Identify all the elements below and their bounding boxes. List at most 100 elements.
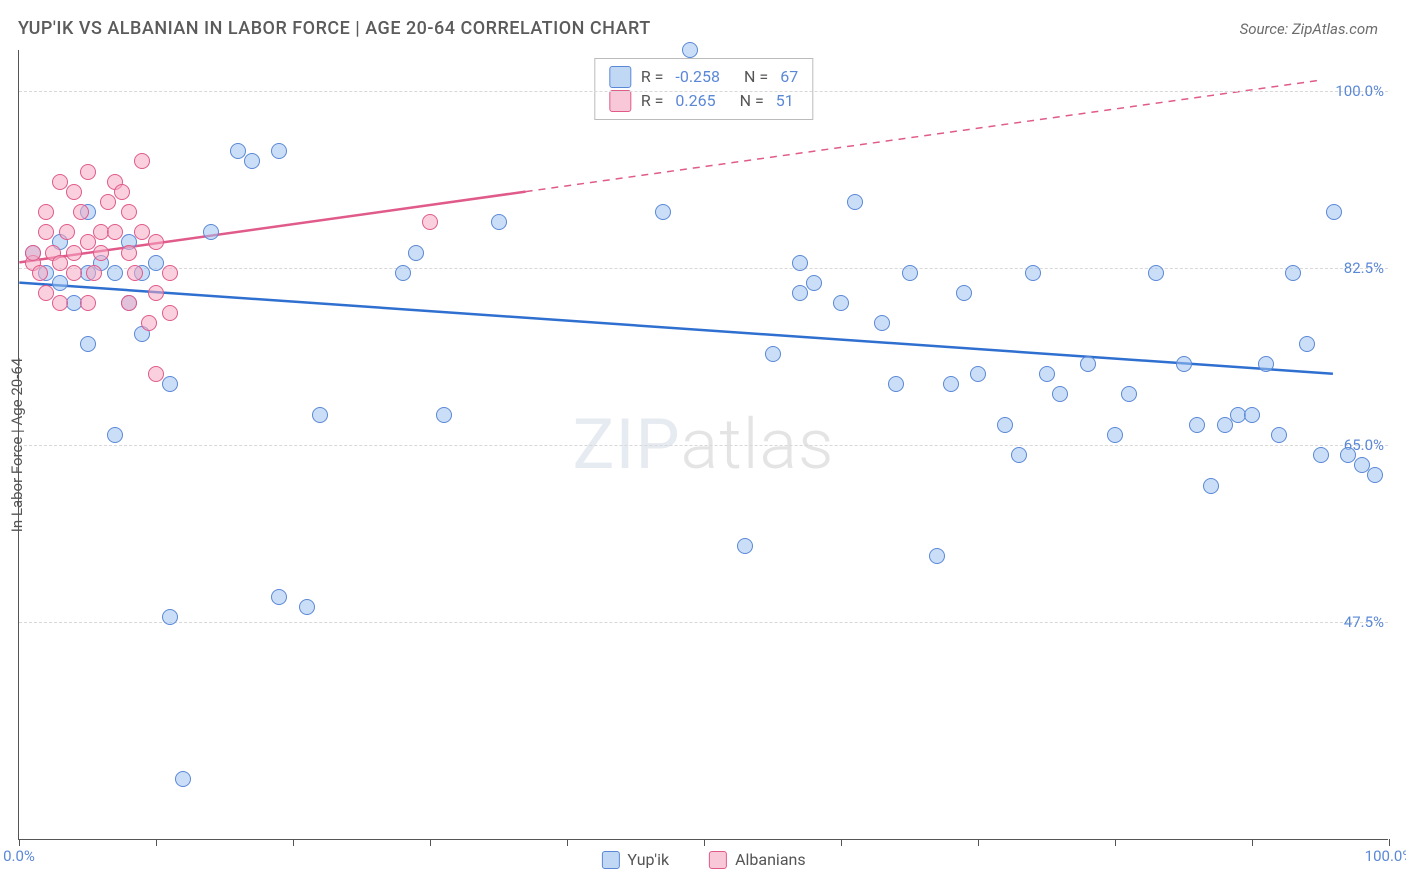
data-point [66,184,82,200]
series-label: Albanians [735,850,806,869]
x-tick [293,839,294,846]
data-point [25,245,41,261]
data-point [86,265,102,281]
legend-r-value: 0.265 [675,89,715,113]
x-tick [1389,839,1390,846]
data-point [1025,265,1041,281]
data-point [682,42,698,58]
data-point [162,376,178,392]
legend-swatch [609,66,631,88]
legend-swatch [601,851,619,869]
data-point [408,245,424,261]
gridline [19,622,1388,623]
data-point [1244,407,1260,423]
legend-row: R =-0.258N =67 [609,65,798,89]
data-point [134,153,150,169]
x-tick [19,839,20,846]
data-point [655,204,671,220]
data-point [38,204,54,220]
data-point [38,224,54,240]
data-point [1052,386,1068,402]
legend-r-label: R = [641,65,664,89]
data-point [1107,427,1123,443]
data-point [80,164,96,180]
legend-r-value: -0.258 [675,65,720,89]
chart-header: YUP'IK VS ALBANIAN IN LABOR FORCE | AGE … [0,0,1406,49]
data-point [970,366,986,382]
data-point [1080,356,1096,372]
data-point [1367,467,1383,483]
x-tick-label: 100.0% [1365,847,1406,865]
data-point [847,194,863,210]
chart-source: Source: ZipAtlas.com [1240,20,1378,38]
data-point [52,295,68,311]
data-point [114,184,130,200]
x-tick [1252,839,1253,846]
data-point [888,376,904,392]
data-point [162,305,178,321]
data-point [1326,204,1342,220]
data-point [902,265,918,281]
data-point [175,771,191,787]
data-point [1271,427,1287,443]
scatter-chart: In Labor Force | Age 20-64 ZIPatlas R =-… [18,50,1388,840]
data-point [1039,366,1055,382]
data-point [162,265,178,281]
data-point [395,265,411,281]
data-point [956,285,972,301]
data-point [929,548,945,564]
legend-n-label: N = [744,65,768,89]
chart-title: YUP'IK VS ALBANIAN IN LABOR FORCE | AGE … [18,18,651,39]
data-point [806,275,822,291]
data-point [1313,447,1329,463]
data-point [107,427,123,443]
data-point [141,315,157,331]
data-point [792,285,808,301]
data-point [1299,336,1315,352]
data-point [66,265,82,281]
series-legend-item: Yup'ik [601,850,669,869]
data-point [148,285,164,301]
data-point [1258,356,1274,372]
x-tick [156,839,157,846]
data-point [1011,447,1027,463]
x-tick-label: 0.0% [3,847,35,865]
x-tick [841,839,842,846]
data-point [80,336,96,352]
data-point [737,538,753,554]
x-tick [567,839,568,846]
data-point [491,214,507,230]
legend-row: R =0.265N =51 [609,89,798,113]
x-tick [430,839,431,846]
data-point [1217,417,1233,433]
data-point [32,265,48,281]
data-point [121,295,137,311]
data-point [1203,478,1219,494]
data-point [792,255,808,271]
data-point [874,315,890,331]
data-point [1121,386,1137,402]
data-point [203,224,219,240]
data-point [1285,265,1301,281]
data-point [1148,265,1164,281]
gridline [19,91,1388,92]
data-point [244,153,260,169]
data-point [59,224,75,240]
data-point [1176,356,1192,372]
y-tick-label: 82.5% [1344,259,1384,277]
legend-n-label: N = [740,89,764,113]
data-point [271,143,287,159]
data-point [107,224,123,240]
x-tick [1115,839,1116,846]
y-tick-label: 47.5% [1344,613,1384,631]
legend-swatch [609,90,631,112]
data-point [312,407,328,423]
data-point [73,204,89,220]
data-point [833,295,849,311]
data-point [121,204,137,220]
data-point [148,366,164,382]
gridline [19,268,1388,269]
data-point [299,599,315,615]
data-point [66,245,82,261]
data-point [52,275,68,291]
